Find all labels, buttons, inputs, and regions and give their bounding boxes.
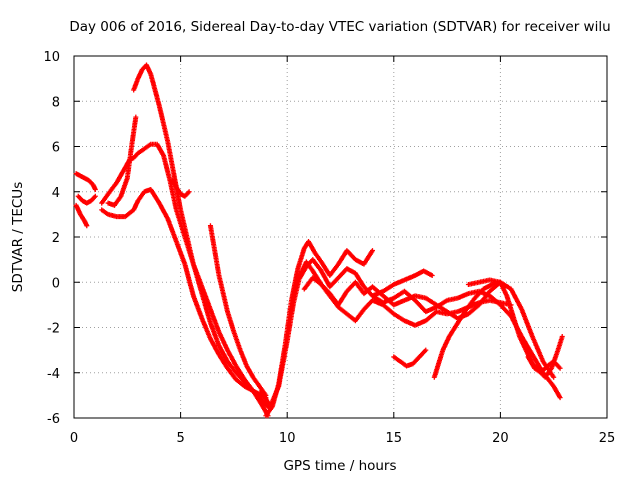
series-markers <box>432 280 502 379</box>
satellite-track-12 <box>297 257 563 401</box>
satellite-track-7 <box>105 114 139 208</box>
x-axis-title: GPS time / hours <box>283 458 396 474</box>
satellite-track-8 <box>169 177 192 199</box>
x-tick-label: 15 <box>386 431 403 446</box>
y-tick-label: 2 <box>52 231 60 246</box>
series-markers <box>106 116 139 208</box>
series-markers <box>100 187 268 400</box>
data-series <box>73 62 565 419</box>
satellite-track-3 <box>75 193 98 206</box>
satellite-track-18 <box>525 354 563 376</box>
y-tick-labels: -6 -4 -2 0 2 4 6 8 10 <box>43 50 60 427</box>
y-tick-label: -6 <box>47 412 60 427</box>
satellite-track-9 <box>207 223 269 398</box>
satellite-track-5 <box>99 141 273 412</box>
y-tick-label: 4 <box>52 186 60 201</box>
series-markers <box>100 141 272 411</box>
axis-ticks <box>73 55 608 419</box>
series-markers <box>208 224 268 397</box>
x-tick-label: 10 <box>279 431 296 446</box>
satellite-track-2 <box>73 171 98 192</box>
x-tick-labels: 0 5 10 15 20 25 <box>70 431 615 446</box>
y-tick-label: -4 <box>47 367 60 382</box>
y-tick-label: 6 <box>52 141 60 156</box>
series-markers <box>76 194 97 205</box>
satellite-track-15 <box>391 347 429 369</box>
y-axis-title: SDTVAR / TECUs <box>10 182 26 292</box>
series-markers <box>526 355 562 375</box>
plot-frame <box>73 55 608 419</box>
satellite-track-1 <box>73 202 90 229</box>
series-markers <box>371 269 434 298</box>
y-tick-label: -2 <box>47 322 60 337</box>
series-markers <box>74 204 89 228</box>
satellite-track-14 <box>369 268 435 299</box>
series-markers <box>392 348 428 368</box>
x-tick-label: 25 <box>599 431 616 446</box>
y-tick-label: 0 <box>52 276 60 291</box>
x-tick-label: 20 <box>492 431 509 446</box>
chart-title: Day 006 of 2016, Sidereal Day-to-day VTE… <box>69 19 610 35</box>
x-tick-label: 0 <box>70 431 78 446</box>
satellite-track-6 <box>99 186 269 401</box>
grid <box>74 56 607 418</box>
series-markers <box>131 63 270 417</box>
series-markers <box>74 171 98 191</box>
x-tick-label: 5 <box>176 431 184 446</box>
y-tick-label: 8 <box>52 95 60 110</box>
satellite-track-4 <box>131 62 271 419</box>
y-tick-label: 10 <box>43 50 60 65</box>
series-markers <box>170 179 191 199</box>
series-markers <box>298 258 562 399</box>
